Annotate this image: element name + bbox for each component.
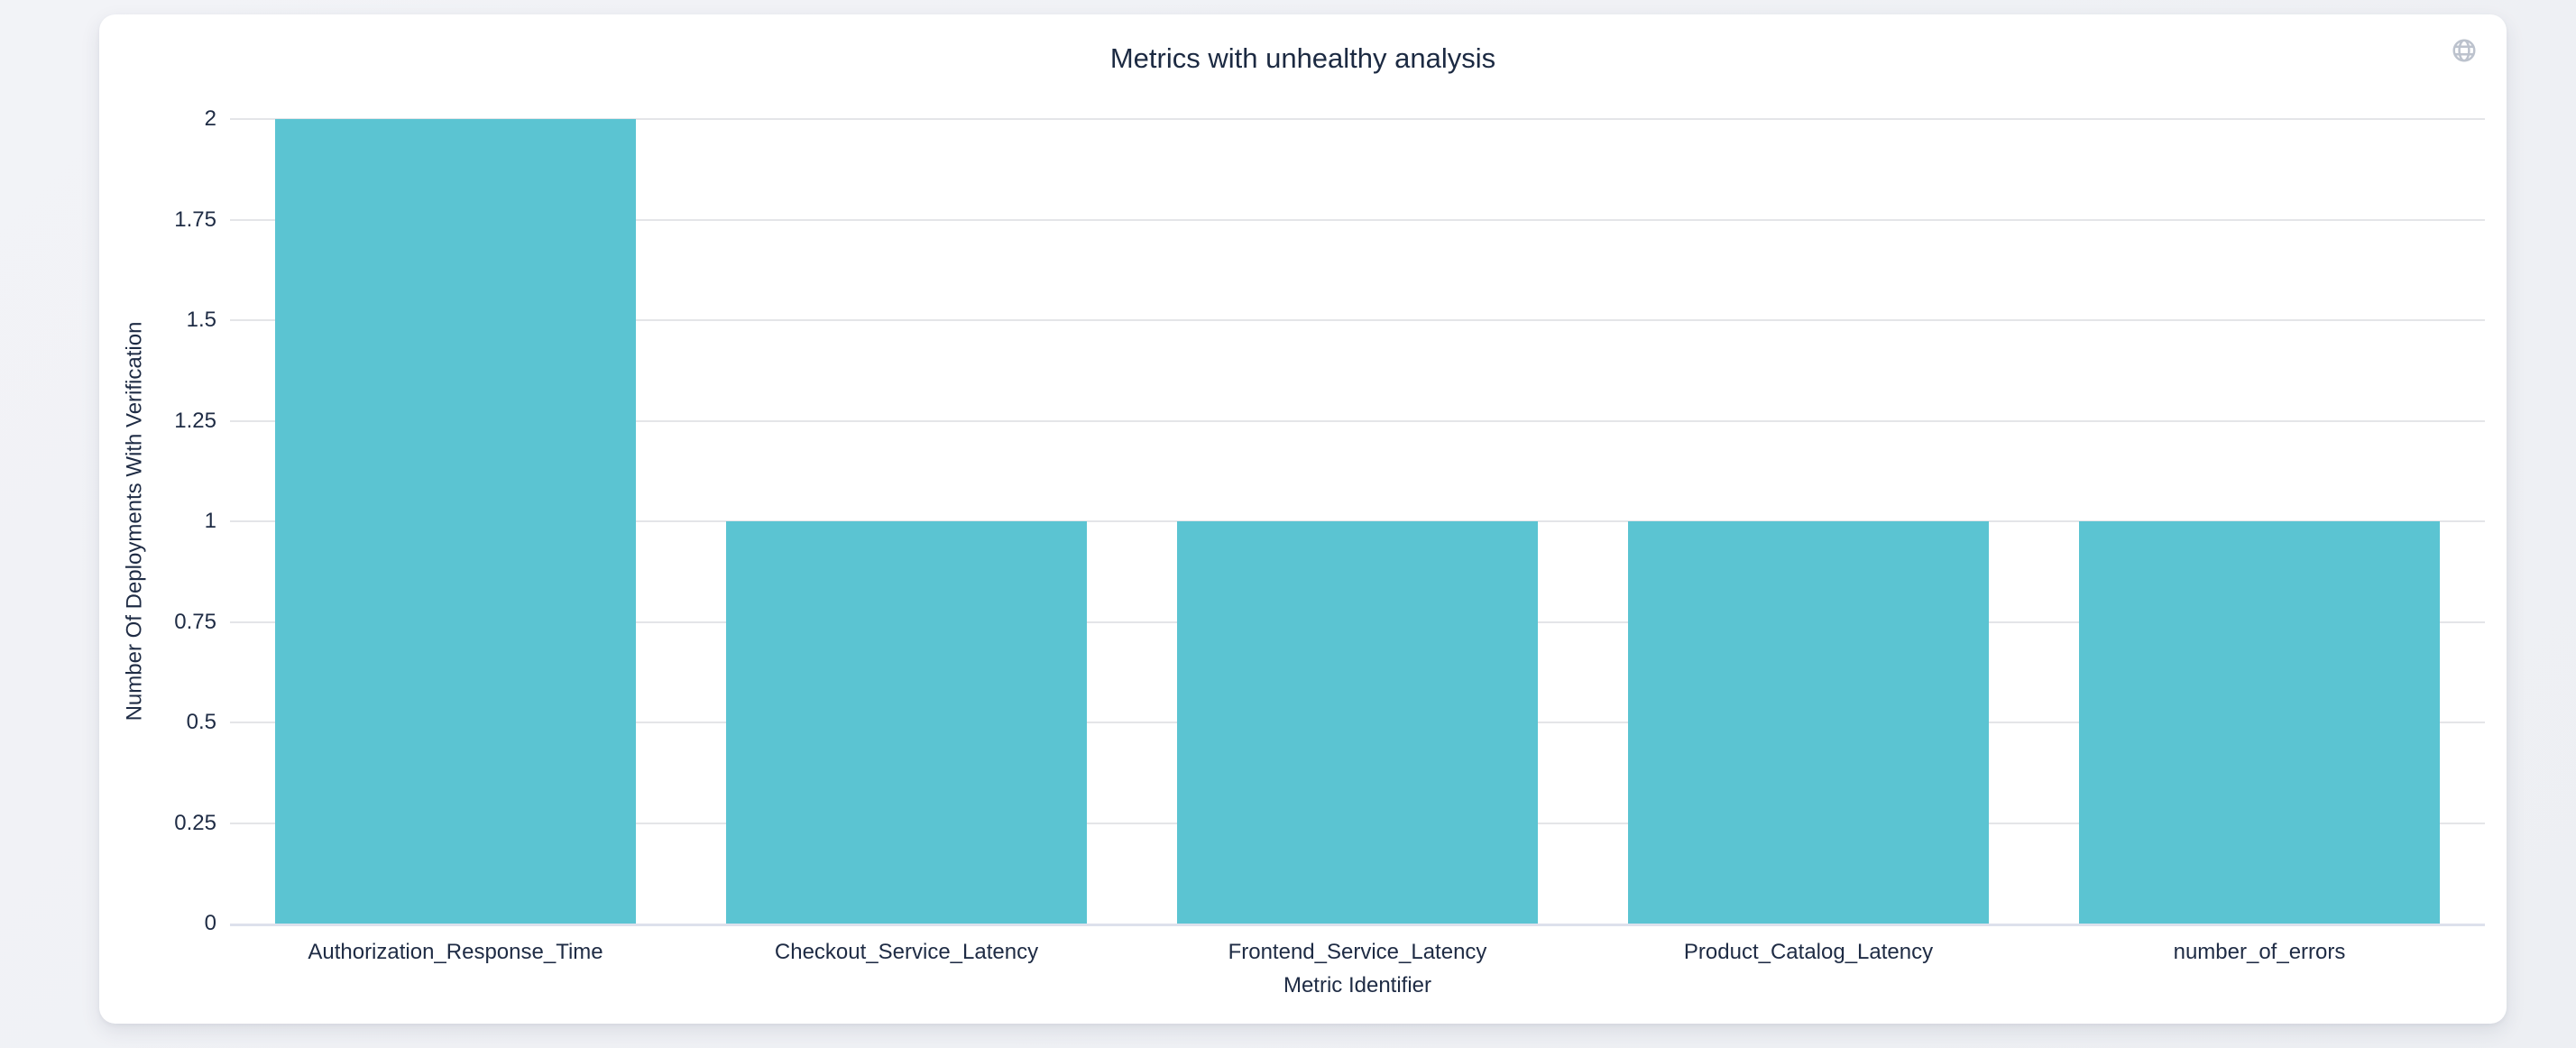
x-axis-title: Metric Identifier [1283, 973, 1432, 997]
x-tick-label: Frontend_Service_Latency [1228, 940, 1487, 964]
y-gridline [230, 319, 2485, 321]
y-tick-label: 0 [204, 911, 216, 935]
y-tick-label: 1.25 [174, 408, 216, 433]
bar-number_of_errors[interactable] [2079, 521, 2440, 924]
x-tick-label: Checkout_Service_Latency [774, 940, 1039, 964]
y-tick-label: 1.5 [186, 308, 216, 332]
globe-icon[interactable] [2451, 37, 2478, 64]
bar-Product_Catalog_Latency[interactable] [1628, 521, 1989, 924]
y-gridline [230, 419, 2485, 422]
y-tick-label: 2 [204, 106, 216, 131]
y-tick-label: 0.25 [174, 810, 216, 835]
x-tick-label: Product_Catalog_Latency [1683, 940, 1934, 964]
chart-card: Metrics with unhealthy analysis 0 0.25 0.5… [99, 14, 2507, 1024]
x-axis-zero-line [230, 924, 2485, 926]
bar-Frontend_Service_Latency[interactable] [1177, 521, 1538, 924]
y-tick-label: 0.75 [174, 609, 216, 634]
plot-area [230, 118, 2485, 926]
y-tick-label: 0.5 [186, 710, 216, 734]
y-gridline [230, 218, 2485, 221]
chart-title: Metrics with unhealthy analysis [1109, 42, 1496, 74]
bar-Checkout_Service_Latency[interactable] [726, 521, 1087, 924]
x-tick-label: Authorization_Response_Time [308, 940, 603, 964]
bar-Authorization_Response_Time[interactable] [275, 119, 636, 924]
y-tick-label: 1 [204, 509, 216, 533]
y-gridline [230, 118, 2485, 120]
y-tick-label: 1.75 [174, 207, 216, 232]
y-axis-title: Number Of Deployments With Verification [122, 321, 147, 722]
x-tick-label: number_of_errors [2173, 940, 2346, 964]
